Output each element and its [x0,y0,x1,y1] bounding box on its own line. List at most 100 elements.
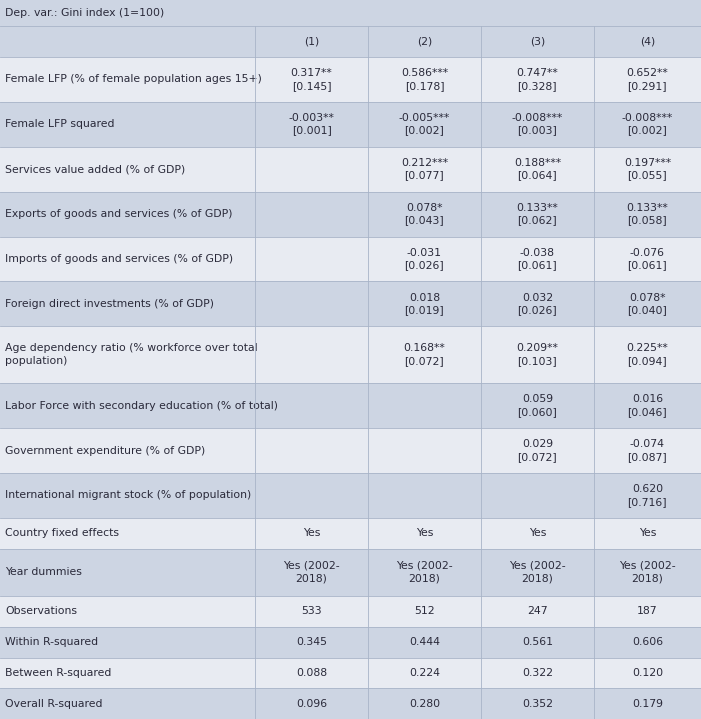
Text: 0.088: 0.088 [296,668,327,678]
Text: 0.224: 0.224 [409,668,440,678]
Text: Country fixed effects: Country fixed effects [5,528,119,539]
Text: -0.008***
[0.002]: -0.008*** [0.002] [622,113,673,136]
Bar [594,147,701,191]
Bar [255,688,368,719]
Text: 247: 247 [527,606,547,616]
Bar [594,428,701,473]
Text: Yes: Yes [529,528,546,539]
Bar [0,688,255,719]
Text: Yes (2002-
2018): Yes (2002- 2018) [619,561,676,584]
Text: 0.209**
[0.103]: 0.209** [0.103] [517,344,558,366]
Bar [594,383,701,428]
Text: Dep. var.: Gini index (1=100): Dep. var.: Gini index (1=100) [5,8,164,18]
Text: 0.018
[0.019]: 0.018 [0.019] [404,293,444,316]
Bar [255,326,368,383]
Bar [594,549,701,596]
Bar [0,627,255,657]
Text: 0.016
[0.046]: 0.016 [0.046] [627,394,667,417]
Text: Yes: Yes [303,528,320,539]
Bar [255,101,368,147]
Bar [481,627,594,657]
Bar [0,428,255,473]
Bar [368,549,481,596]
Bar [594,237,701,281]
Text: -0.038
[0.061]: -0.038 [0.061] [517,247,557,270]
Bar [594,191,701,237]
Bar [255,383,368,428]
Bar [0,657,255,688]
Bar [481,549,594,596]
Bar [0,596,255,627]
Bar [594,518,701,549]
Text: Yes (2002-
2018): Yes (2002- 2018) [283,561,340,584]
Bar [0,147,255,191]
Bar [481,101,594,147]
Bar [481,326,594,383]
Text: 0.444: 0.444 [409,637,440,647]
Bar [368,596,481,627]
Text: Government expenditure (% of GDP): Government expenditure (% of GDP) [5,446,205,456]
Bar [368,237,481,281]
Bar [594,473,701,518]
Bar [368,473,481,518]
Bar [594,657,701,688]
Bar [368,627,481,657]
Bar [0,191,255,237]
Bar [481,657,594,688]
Text: (2): (2) [417,37,432,47]
Text: (4): (4) [640,37,655,47]
Bar [0,101,255,147]
Text: 0.096: 0.096 [296,699,327,709]
Text: -0.074
[0.087]: -0.074 [0.087] [627,439,667,462]
Bar [481,191,594,237]
Text: Labor Force with secondary education (% of total): Labor Force with secondary education (% … [5,400,278,411]
Text: Female LFP (% of female population ages 15+): Female LFP (% of female population ages … [5,74,262,84]
Text: (3): (3) [530,37,545,47]
Bar [481,147,594,191]
Text: 0.747**
[0.328]: 0.747** [0.328] [517,68,558,91]
Text: -0.031
[0.026]: -0.031 [0.026] [404,247,444,270]
Text: 0.168**
[0.072]: 0.168** [0.072] [404,344,445,366]
Bar [255,596,368,627]
Text: 0.225**
[0.094]: 0.225** [0.094] [627,344,668,366]
Text: -0.003**
[0.001]: -0.003** [0.001] [289,113,334,136]
Bar [255,26,368,57]
Text: 0.606: 0.606 [632,637,663,647]
Text: 0.078*
[0.043]: 0.078* [0.043] [404,203,444,226]
Text: 512: 512 [414,606,435,616]
Text: 0.317**
[0.145]: 0.317** [0.145] [291,68,332,91]
Bar [0,326,255,383]
Bar [368,191,481,237]
Bar [368,26,481,57]
Bar [0,237,255,281]
Bar [368,383,481,428]
Text: Observations: Observations [5,606,77,616]
Text: Age dependency ratio (% workforce over total
population): Age dependency ratio (% workforce over t… [5,344,258,366]
Bar [255,657,368,688]
Bar [255,57,368,101]
Text: 0.120: 0.120 [632,668,663,678]
Text: 0.197***
[0.055]: 0.197*** [0.055] [624,157,671,180]
Text: Yes (2002-
2018): Yes (2002- 2018) [396,561,453,584]
Bar [255,627,368,657]
Bar [255,281,368,326]
Text: 0.620
[0.716]: 0.620 [0.716] [627,484,667,507]
Text: Year dummies: Year dummies [5,567,82,577]
Text: 0.212***
[0.077]: 0.212*** [0.077] [401,157,448,180]
Text: 0.652**
[0.291]: 0.652** [0.291] [627,68,668,91]
Text: (1): (1) [304,37,319,47]
Bar [368,518,481,549]
Text: -0.008***
[0.003]: -0.008*** [0.003] [512,113,563,136]
Text: Within R-squared: Within R-squared [5,637,98,647]
Bar [481,688,594,719]
Bar [255,518,368,549]
Bar [594,26,701,57]
Text: 0.133**
[0.062]: 0.133** [0.062] [517,203,558,226]
Bar [0,0,255,26]
Bar [255,549,368,596]
Text: Services value added (% of GDP): Services value added (% of GDP) [5,164,185,174]
Bar [481,237,594,281]
Bar [255,147,368,191]
Text: 0.029
[0.072]: 0.029 [0.072] [517,439,557,462]
Bar [368,0,481,26]
